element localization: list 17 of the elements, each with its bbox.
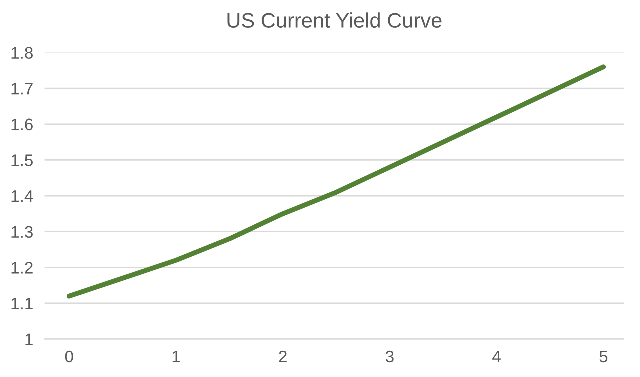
y-tick-label: 1.3	[12, 226, 33, 238]
y-tick-label: 1.8	[12, 47, 33, 59]
y-tick-label: 1.7	[12, 83, 33, 95]
line-series	[66, 64, 606, 299]
chart-title: US Current Yield Curve	[228, 12, 442, 28]
x-tick-label: 2	[279, 350, 287, 362]
x-tick-label: 4	[492, 351, 501, 362]
y-tick-label: 1.4	[12, 190, 34, 202]
x-tick-label: 1	[172, 351, 180, 362]
x-tick-label: 5	[600, 351, 608, 363]
y-tick-label: 1.6	[12, 118, 33, 131]
y-tick-label: 1.1	[12, 298, 33, 310]
y-tick-label: 1.2	[12, 262, 33, 274]
y-tick-label: 1	[26, 334, 33, 346]
x-tick-label: 0	[65, 350, 74, 363]
y-tick-label: 1.5	[12, 154, 33, 166]
x-tick-label: 3	[386, 350, 394, 363]
